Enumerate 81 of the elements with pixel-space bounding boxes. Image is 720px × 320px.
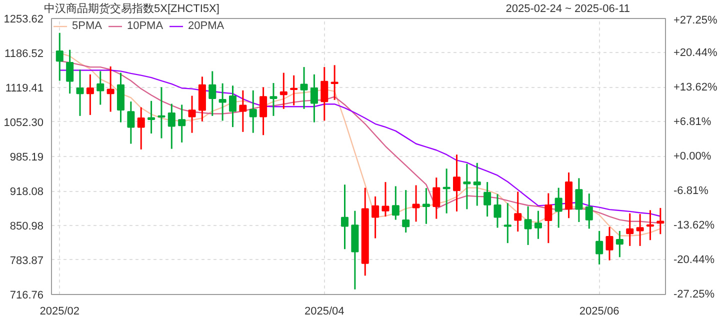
candlestick <box>534 210 542 240</box>
y2-tick-label: -13.62% <box>674 219 715 232</box>
y-tick-label: 1253.62 <box>4 14 44 26</box>
y2-tick-label: +13.62% <box>674 82 718 94</box>
candlestick <box>300 66 308 110</box>
candlestick <box>636 213 644 247</box>
x-tick-label: 2025/02 <box>40 306 80 318</box>
candlestick <box>372 196 380 240</box>
candlestick <box>178 104 186 144</box>
candlestick <box>494 193 502 228</box>
x-tick-label: 2025/04 <box>304 306 344 318</box>
candlestick <box>463 163 471 210</box>
y2-tick-label: +0.00% <box>674 150 712 162</box>
candlestick <box>585 192 593 230</box>
candlestick <box>422 187 430 225</box>
candlestick <box>228 84 237 128</box>
candlestick <box>280 72 288 110</box>
legend-label: 20PMA <box>188 20 224 32</box>
candlestick <box>137 106 145 150</box>
y-tick-label: 1052.30 <box>4 117 44 129</box>
candlestick <box>606 226 614 262</box>
candlestick <box>148 100 156 134</box>
candlestick <box>442 168 450 214</box>
chart-title: 中汉商品期货交易指数5X[ZHCTI5X] <box>44 3 220 15</box>
candlestick <box>96 70 104 106</box>
text: 5PMA <box>72 20 102 32</box>
legend-label: 10PMA <box>126 20 164 32</box>
candlestick <box>310 74 318 124</box>
candlestick <box>168 103 176 150</box>
y-tick-label: 716.76 <box>10 290 44 302</box>
candlestick <box>127 100 135 144</box>
y-tick-label: 783.87 <box>10 255 44 267</box>
y-tick-label: 1186.52 <box>4 48 44 60</box>
y-tick-label: 985.19 <box>10 152 44 164</box>
x-tick-label: 2025/06 <box>579 306 620 318</box>
y-tick-label: 850.98 <box>10 220 44 232</box>
candlestick <box>626 212 634 247</box>
candlestick <box>453 154 461 212</box>
candlestick <box>646 209 654 241</box>
candlestick <box>188 95 196 134</box>
candlestick <box>218 82 226 122</box>
y2-tick-label: +20.44% <box>674 46 718 59</box>
y2-tick-label: -27.25% <box>674 288 715 300</box>
candlestick <box>56 32 64 82</box>
y2-tick-label: -20.44% <box>674 254 715 266</box>
candlestick <box>402 189 410 234</box>
candlestick <box>392 185 400 221</box>
candlestick <box>412 184 420 222</box>
candlestick <box>575 177 583 223</box>
candlestick <box>249 90 257 134</box>
candlestick <box>554 187 562 228</box>
candlestick <box>473 162 481 206</box>
candlestick <box>158 86 166 140</box>
candlestick <box>524 206 532 246</box>
candlestick <box>270 82 278 117</box>
y2-tick-label: +27.25% <box>674 14 718 26</box>
y-tick-label: 918.08 <box>10 186 44 198</box>
candlestick <box>656 207 664 235</box>
candlestick <box>514 190 522 232</box>
candlestick <box>260 86 268 136</box>
y2-tick-label: +6.81% <box>674 116 712 128</box>
y-tick-label: 1119.41 <box>5 82 44 94</box>
candlestick <box>239 90 247 133</box>
candlestick <box>544 192 552 244</box>
candlestick <box>320 66 328 122</box>
candlestick <box>504 202 512 244</box>
candlestick <box>290 74 298 106</box>
candlestick <box>66 49 74 94</box>
y2-tick-label: -6.81% <box>674 184 709 197</box>
candlestick <box>340 184 349 250</box>
candlestick <box>616 230 624 258</box>
chart-subtitle: 2025-02-24 ~ 2025-06-11 <box>504 2 630 16</box>
candlestick <box>432 176 440 220</box>
candlestick <box>330 64 338 101</box>
candlestick <box>106 66 114 113</box>
candlestick <box>76 68 84 117</box>
candlestick <box>484 181 492 218</box>
candlestick <box>86 74 94 116</box>
candlestick <box>208 70 216 117</box>
candlestick <box>382 181 390 218</box>
candlestick <box>596 230 604 266</box>
